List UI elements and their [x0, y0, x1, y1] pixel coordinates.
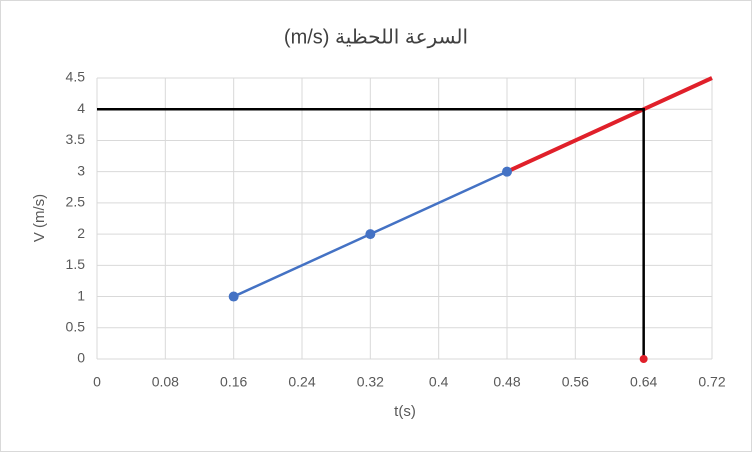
x-tick-label: 0.48: [493, 374, 520, 390]
chart-title: السرعة اللحظية (m/s): [284, 26, 468, 48]
y-tick-label: 3.5: [66, 131, 86, 147]
y-tick-label: 2.5: [66, 194, 86, 210]
y-tick-label: 1.5: [66, 256, 86, 272]
x-tick-label: 0.16: [220, 374, 247, 390]
y-axis-title: V (m/s): [31, 194, 48, 242]
x-tick-label: 0.32: [357, 374, 384, 390]
x-tick-label: 0.64: [630, 374, 657, 390]
x-tick-label: 0: [93, 374, 101, 390]
data-point: [639, 355, 648, 363]
series-line: [97, 107, 645, 359]
y-tick-label: 4: [77, 100, 85, 116]
x-tick-label: 0.24: [288, 374, 315, 390]
data-point: [502, 166, 512, 177]
y-tick-label: 4.5: [66, 69, 86, 85]
y-tick-label: 3: [77, 162, 85, 178]
y-tick-label: 0: [77, 350, 85, 366]
x-tick-label: 0.08: [152, 374, 179, 390]
data-point: [365, 229, 376, 240]
y-tick-label: 0.5: [66, 318, 86, 334]
x-tick-label: 0.56: [562, 374, 589, 390]
x-tick-label: 0.4: [429, 374, 449, 390]
x-tick-label: 0.72: [698, 374, 725, 390]
x-axis-title: t(s): [394, 403, 416, 420]
data-point: [228, 291, 239, 302]
y-tick-label: 2: [77, 225, 85, 241]
series-line: [506, 76, 713, 174]
y-tick-label: 1: [77, 287, 85, 303]
